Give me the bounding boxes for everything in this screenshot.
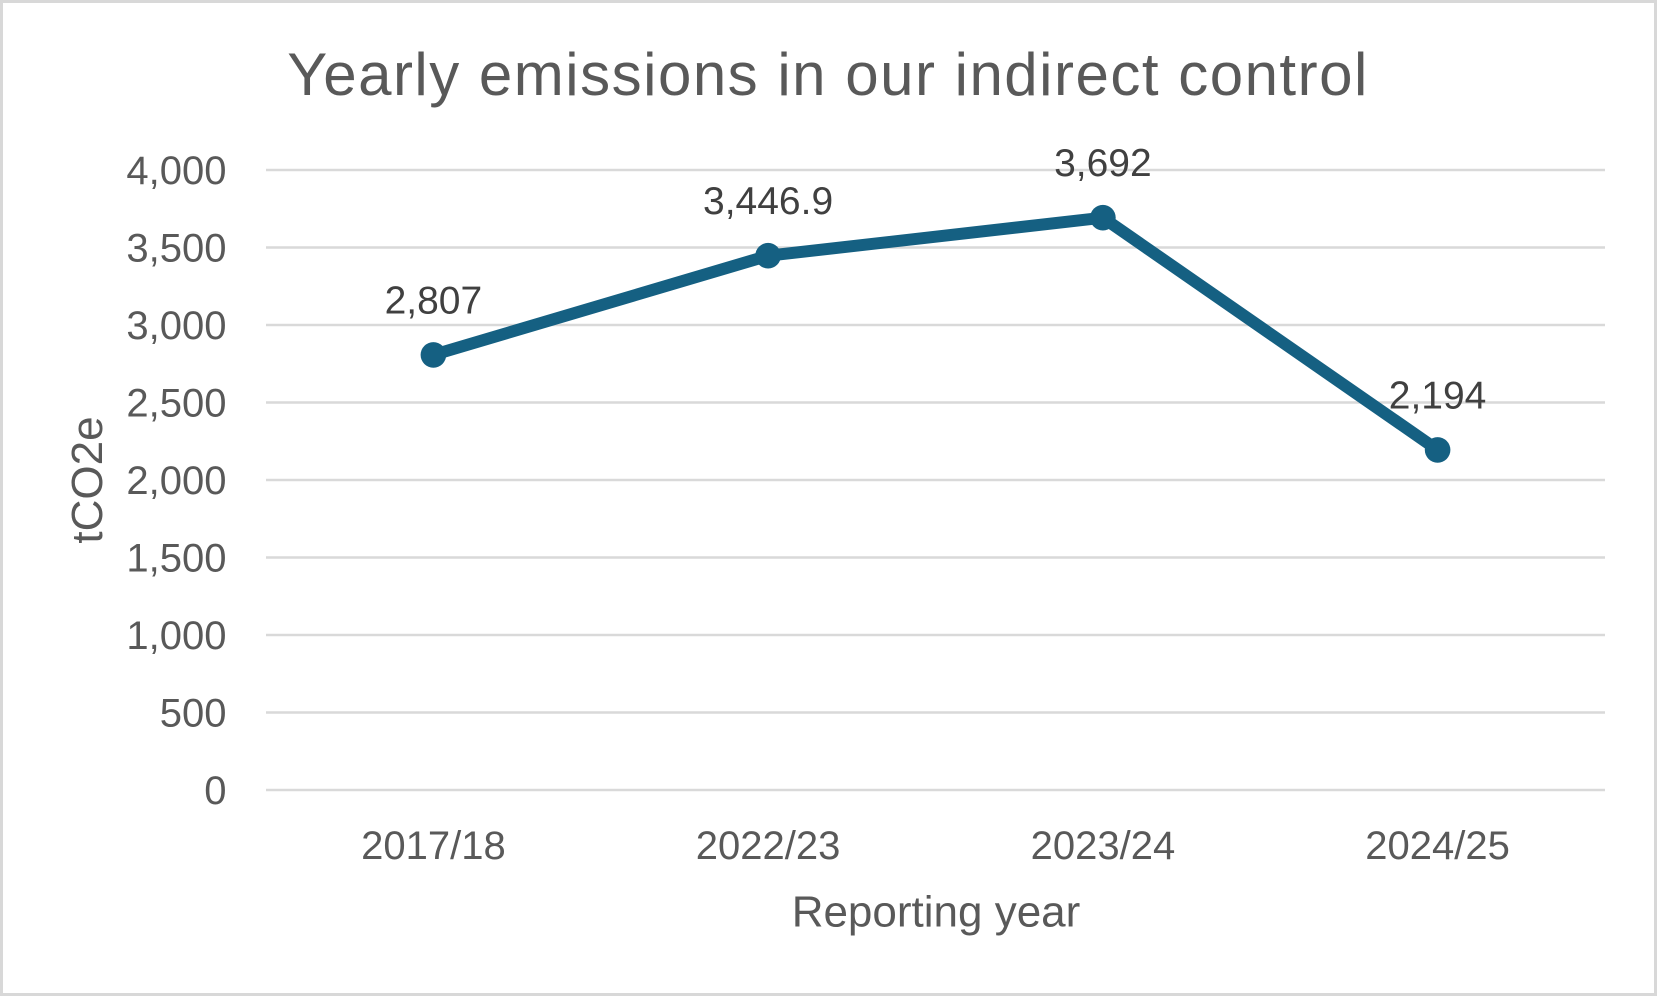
svg-text:Reporting year: Reporting year [792,888,1081,937]
svg-text:1,500: 1,500 [126,536,226,580]
svg-text:4,000: 4,000 [126,149,226,193]
svg-text:2,000: 2,000 [126,459,226,503]
svg-text:2,194: 2,194 [1389,374,1487,417]
svg-text:3,446.9: 3,446.9 [703,180,833,223]
svg-text:2,500: 2,500 [126,381,226,425]
svg-text:2024/25: 2024/25 [1365,824,1510,868]
svg-text:1,000: 1,000 [126,614,226,658]
svg-text:2022/23: 2022/23 [696,824,841,868]
svg-text:3,000: 3,000 [126,304,226,348]
svg-text:2017/18: 2017/18 [361,824,506,868]
svg-text:2,807: 2,807 [385,279,483,322]
svg-text:0: 0 [204,769,226,813]
svg-text:2023/24: 2023/24 [1031,824,1176,868]
svg-text:3,500: 3,500 [126,226,226,270]
svg-text:3,692: 3,692 [1054,142,1152,185]
svg-text:Yearly emissions in our indire: Yearly emissions in our indirect control [287,41,1369,108]
svg-text:tCO2e: tCO2e [63,416,112,543]
svg-text:500: 500 [160,691,227,735]
